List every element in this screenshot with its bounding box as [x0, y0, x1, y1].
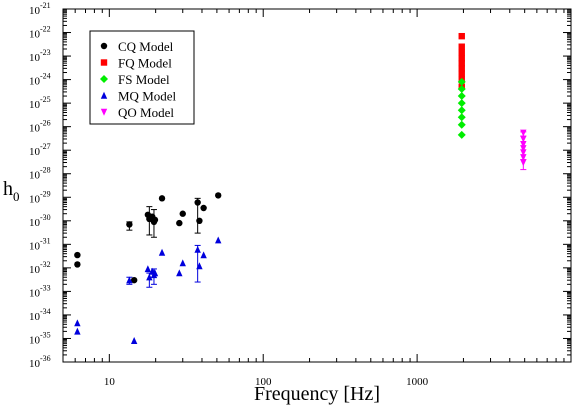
y-tick-label: 10-29 — [29, 189, 51, 205]
x-tick-label: 10 — [104, 376, 116, 388]
mq-model-point — [151, 269, 159, 277]
legend-fq-model-label: FQ Model — [118, 56, 172, 71]
y-tick-label: 10-23 — [29, 48, 51, 64]
mq-model-point — [74, 327, 81, 335]
mq-model-point — [158, 248, 166, 256]
cq-model-point — [196, 217, 203, 224]
mq-model-point — [196, 262, 203, 270]
mq-model-point — [126, 276, 133, 284]
mq-model-point — [146, 273, 153, 281]
legend-qo-model-marker — [100, 108, 108, 116]
y-tick-label: 10-36 — [29, 354, 51, 370]
fs-model-point — [457, 99, 466, 108]
fq-model-point — [458, 43, 465, 50]
y-tick-label: 10-22 — [29, 25, 51, 41]
mq-model-point — [176, 269, 183, 277]
qo-model-point — [520, 154, 527, 161]
plot-frame — [62, 8, 572, 363]
cq-model-point — [179, 210, 186, 217]
data-points — [74, 32, 527, 344]
x-tick-label: 1000 — [406, 376, 429, 388]
y-tick-label: 10-31 — [29, 236, 51, 252]
y-tick-label: 10-34 — [29, 307, 51, 323]
cq-model-point — [158, 195, 166, 202]
cq-model-point — [74, 261, 81, 268]
legend-cq-model-marker — [100, 42, 108, 50]
legend-qo-model-label: QO Model — [118, 105, 174, 120]
qo-model-point — [520, 159, 527, 167]
y-tick-label: 10-28 — [29, 166, 51, 182]
legend-fq-model-marker — [100, 59, 108, 66]
error-bars — [126, 131, 527, 288]
mq-model-point — [179, 259, 186, 267]
legend-fs-model-marker — [100, 75, 108, 83]
cq-model-point — [215, 192, 222, 199]
qo-model-point — [520, 129, 527, 137]
qo-model-point — [520, 135, 527, 143]
cq-model-point — [74, 251, 81, 259]
fs-model-point — [457, 106, 466, 115]
y-axis-title-main: h — [3, 178, 13, 200]
fs-model-point — [457, 84, 466, 93]
legend-cq-model-label: CQ Model — [118, 39, 174, 54]
cq-model-point — [126, 221, 133, 228]
cq-model-point — [194, 199, 201, 206]
y-tick-label: 10-27 — [29, 142, 51, 158]
cq-model-point — [130, 276, 138, 284]
fq-model-point — [458, 55, 465, 62]
fq-model-point — [458, 65, 465, 72]
cq-model-point — [176, 219, 183, 227]
fs-model-point — [457, 92, 466, 101]
qo-model-point — [520, 149, 527, 157]
fq-model-point — [458, 32, 465, 40]
fs-model-point — [457, 130, 466, 139]
axis-ticks: 10 100 1000 10-36 10-35 10-34 10-33 10-32 10-31 1… — [29, 1, 572, 388]
y-axis-title: h0 — [3, 178, 20, 204]
x-tick-label: 100 — [255, 376, 272, 388]
mq-model-point — [74, 319, 81, 327]
mq-model-point — [200, 251, 207, 259]
legend-fs-model-label: FS Model — [118, 72, 170, 87]
fq-model-point — [458, 49, 465, 56]
mq-model-point — [215, 236, 222, 244]
cq-model-point — [151, 216, 159, 224]
legend-box — [89, 30, 195, 125]
fq-model-point — [458, 59, 465, 67]
y-tick-label: 10-30 — [29, 213, 51, 229]
y-tick-label: 10-26 — [29, 119, 51, 135]
y-tick-label: 10-25 — [29, 95, 51, 111]
qo-model-point — [520, 140, 527, 148]
mq-model-point — [130, 337, 138, 344]
mq-model-point — [194, 245, 201, 253]
cq-model-point — [200, 204, 207, 212]
mq-model-point — [144, 265, 152, 273]
y-tick-label: 10-35 — [29, 330, 51, 346]
y-tick-label: 10-24 — [29, 72, 51, 88]
fq-model-point — [458, 70, 465, 77]
y-tick-label: 10-21 — [29, 1, 51, 17]
qo-model-point — [520, 145, 527, 153]
legend-mq-model-marker — [100, 91, 108, 99]
y-axis-title-subscript: 0 — [13, 189, 20, 204]
fs-model-point — [457, 120, 466, 129]
fs-model-point — [457, 77, 466, 86]
legend-mq-model-label: MQ Model — [118, 89, 177, 104]
y-tick-label: 10-32 — [29, 260, 51, 276]
fs-model-point — [457, 113, 466, 122]
y-tick-label: 10-33 — [29, 283, 51, 299]
x-axis-title: Frequency [Hz] — [254, 383, 380, 405]
